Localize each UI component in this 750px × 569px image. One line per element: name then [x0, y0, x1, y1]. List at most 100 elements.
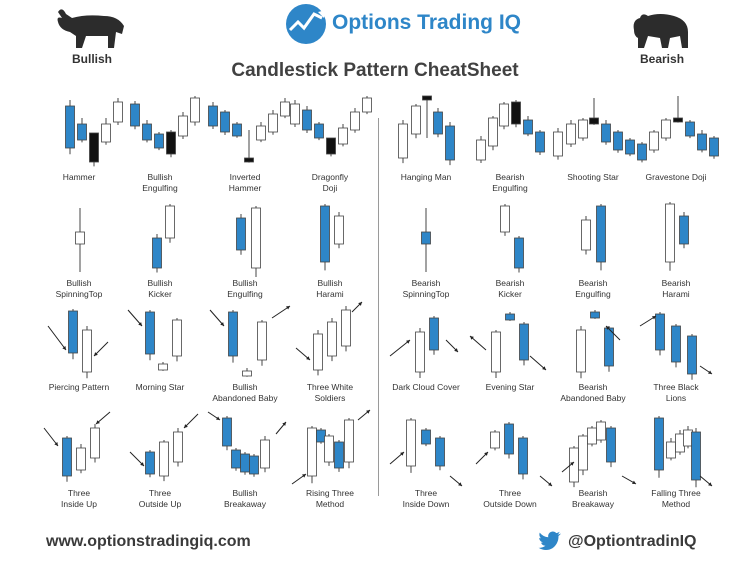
pattern-label: Bearish Kicker: [495, 278, 525, 299]
arrow-head-icon: [400, 452, 404, 456]
candle-body: [158, 363, 168, 371]
pattern-13: [145, 428, 183, 482]
candle-body: [578, 119, 588, 139]
candle-body: [415, 331, 425, 373]
candle-body: [76, 447, 86, 471]
pattern-7: [320, 204, 344, 271]
brand-logo: [282, 0, 512, 48]
trend-arrow-icon: [209, 309, 225, 327]
candle-body: [62, 437, 72, 477]
candle-body: [606, 427, 616, 463]
candle-body: [673, 117, 683, 123]
candle-body: [341, 309, 351, 347]
candle-body: [68, 310, 78, 354]
candle-body: [445, 125, 455, 161]
candle-body: [488, 117, 498, 147]
arrow-head-icon: [606, 326, 610, 330]
candle-body: [601, 123, 611, 143]
arrow-head-icon: [632, 480, 636, 484]
pattern-18: [553, 98, 635, 160]
pattern-2: [208, 98, 290, 163]
candle-body: [82, 329, 92, 373]
website-link[interactable]: www.optionstradingiq.com: [46, 533, 251, 550]
pattern-11: [313, 306, 351, 376]
pattern-25: [491, 312, 529, 378]
candle-body: [268, 113, 278, 133]
pattern-27: [655, 312, 697, 380]
pattern-label: Morning Star: [135, 382, 185, 392]
candle-body: [220, 111, 230, 133]
candle-body: [654, 417, 664, 471]
pattern-label: Three Outside Up: [138, 488, 182, 509]
pattern-10: [228, 310, 267, 377]
pattern-16: [398, 95, 455, 166]
pattern-29: [490, 422, 528, 480]
arrow-head-icon: [470, 336, 474, 340]
candle-body: [566, 123, 576, 145]
arrow-head-icon: [484, 452, 488, 456]
twitter-handle[interactable]: @OptiontradinIQ: [568, 533, 697, 550]
candle-body: [145, 311, 155, 355]
candle-body: [613, 131, 623, 151]
pattern-label: Three Outside Down: [483, 488, 537, 509]
candle-body: [500, 205, 510, 233]
pattern-label: Gravestone Doji: [645, 172, 707, 182]
candle-body: [406, 419, 416, 467]
candle-body: [691, 431, 701, 481]
pattern-label: Three Inside Down: [402, 488, 450, 509]
candle-body: [90, 427, 100, 459]
candle-body: [519, 323, 529, 361]
pattern-3: [290, 96, 372, 157]
pattern-label: Bullish SpinningTop: [55, 278, 103, 299]
candle-body: [172, 319, 182, 357]
candle-body: [334, 441, 344, 469]
bull-icon: [57, 9, 124, 48]
candle-body: [491, 331, 501, 373]
arrow-head-icon: [302, 474, 306, 478]
arrow-head-icon: [220, 322, 224, 326]
candle-body: [671, 325, 681, 363]
twitter-icon: [538, 531, 561, 550]
candle-body: [75, 231, 85, 245]
trend-arrows: [43, 301, 713, 487]
candle-body: [596, 205, 606, 263]
pattern-5: [152, 204, 175, 273]
candle-body: [581, 219, 591, 251]
candle-body: [307, 427, 317, 477]
pattern-label: Bullish Kicker: [147, 278, 173, 299]
candle-body: [302, 109, 312, 131]
arrow-head-icon: [138, 322, 142, 326]
pattern-label: Three Inside Up: [61, 488, 97, 509]
pattern-19: [637, 96, 719, 163]
candle-body: [685, 121, 695, 137]
pattern-label: Inverted Hammer: [228, 172, 262, 193]
candle-body: [65, 105, 75, 149]
pattern-label: Bearish Harami: [661, 278, 691, 299]
arrow-head-icon: [570, 462, 574, 466]
pattern-4: [75, 208, 85, 272]
arrow-head-icon: [406, 340, 410, 344]
candle-body: [165, 205, 175, 239]
candle-body: [145, 451, 155, 475]
pattern-label: Bearish Engulfing: [492, 172, 528, 193]
arrow-head-icon: [184, 424, 188, 428]
candle-body: [350, 111, 360, 131]
arrow-head-icon: [286, 306, 290, 310]
pattern-0: [65, 98, 123, 167]
candle-body: [596, 421, 606, 441]
pattern-label: Falling Three Method: [651, 488, 701, 509]
brand-name: Options Trading IQ: [332, 11, 521, 34]
pattern-label: Hammer: [62, 172, 96, 182]
arrow-head-icon: [54, 442, 58, 446]
candle-body: [113, 101, 123, 123]
pattern-label: Bullish Harami: [316, 278, 344, 299]
candle-body: [661, 119, 671, 139]
candle-body: [338, 127, 348, 145]
trend-arrow-icon: [43, 427, 59, 447]
arrow-head-icon: [458, 482, 462, 486]
arrow-head-icon: [366, 410, 370, 414]
pattern-20: [421, 208, 431, 272]
candle-body: [433, 111, 443, 135]
arrow-head-icon: [96, 420, 100, 424]
candle-body: [256, 125, 266, 141]
